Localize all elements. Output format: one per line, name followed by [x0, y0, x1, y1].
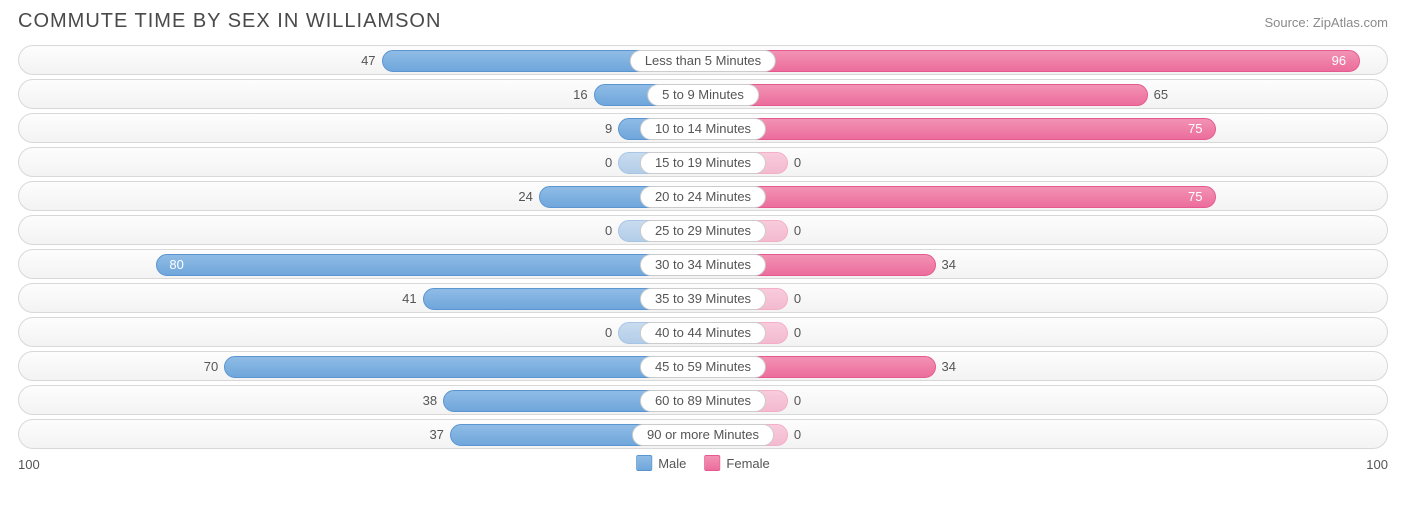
- chart-row: 70 34 45 to 59 Minutes: [18, 351, 1388, 381]
- value-male: 70: [204, 352, 218, 381]
- axis-max-left: 100: [18, 457, 40, 472]
- bar-male: [224, 356, 703, 378]
- value-male: 9: [605, 114, 612, 143]
- category-label: 25 to 29 Minutes: [640, 220, 766, 242]
- chart-title: COMMUTE TIME BY SEX IN WILLIAMSON: [18, 10, 441, 33]
- category-label: 40 to 44 Minutes: [640, 322, 766, 344]
- chart-footer: 100 Male Female 100: [18, 455, 1388, 481]
- value-female: 0: [794, 284, 801, 313]
- value-male: 41: [402, 284, 416, 313]
- value-female: 34: [942, 352, 956, 381]
- bar-female: [703, 84, 1148, 106]
- chart-row: 38 0 60 to 89 Minutes: [18, 385, 1388, 415]
- value-male: 24: [518, 182, 532, 211]
- value-male: 0: [605, 148, 612, 177]
- swatch-male: [636, 455, 652, 471]
- chart-row: 0 0 25 to 29 Minutes: [18, 215, 1388, 245]
- category-label: 15 to 19 Minutes: [640, 152, 766, 174]
- chart-container: COMMUTE TIME BY SEX IN WILLIAMSON Source…: [0, 0, 1406, 522]
- source-attribution: Source: ZipAtlas.com: [1264, 15, 1388, 30]
- bar-male: [156, 254, 703, 276]
- axis-max-right: 100: [1366, 457, 1388, 472]
- chart-row: 24 75 20 to 24 Minutes: [18, 181, 1388, 211]
- value-female: 75: [1188, 114, 1202, 143]
- category-label: 5 to 9 Minutes: [647, 84, 759, 106]
- category-label: 30 to 34 Minutes: [640, 254, 766, 276]
- chart-row: 80 34 30 to 34 Minutes: [18, 249, 1388, 279]
- value-female: 65: [1154, 80, 1168, 109]
- category-label: 60 to 89 Minutes: [640, 390, 766, 412]
- category-label: 90 or more Minutes: [632, 424, 774, 446]
- chart-row: 9 75 10 to 14 Minutes: [18, 113, 1388, 143]
- legend-label-male: Male: [658, 456, 686, 471]
- value-male: 16: [573, 80, 587, 109]
- value-female: 0: [794, 216, 801, 245]
- chart-row: 47 96 Less than 5 Minutes: [18, 45, 1388, 75]
- chart-row: 0 0 40 to 44 Minutes: [18, 317, 1388, 347]
- bar-female: [703, 50, 1360, 72]
- value-female: 0: [794, 386, 801, 415]
- value-female: 0: [794, 318, 801, 347]
- category-label: Less than 5 Minutes: [630, 50, 776, 72]
- swatch-female: [704, 455, 720, 471]
- value-female: 0: [794, 148, 801, 177]
- category-label: 35 to 39 Minutes: [640, 288, 766, 310]
- legend-item-female: Female: [704, 455, 769, 471]
- value-male: 0: [605, 318, 612, 347]
- value-male: 80: [169, 250, 183, 279]
- chart-row: 41 0 35 to 39 Minutes: [18, 283, 1388, 313]
- value-male: 47: [361, 46, 375, 75]
- category-label: 10 to 14 Minutes: [640, 118, 766, 140]
- value-male: 37: [429, 420, 443, 449]
- chart-rows: 47 96 Less than 5 Minutes 16 65 5 to 9 Minute…: [18, 45, 1388, 449]
- chart-row: 0 0 15 to 19 Minutes: [18, 147, 1388, 177]
- category-label: 20 to 24 Minutes: [640, 186, 766, 208]
- value-female: 0: [794, 420, 801, 449]
- legend-item-male: Male: [636, 455, 686, 471]
- value-male: 38: [423, 386, 437, 415]
- bar-female: [703, 186, 1216, 208]
- bar-female: [703, 118, 1216, 140]
- chart-row: 16 65 5 to 9 Minutes: [18, 79, 1388, 109]
- value-female: 96: [1332, 46, 1346, 75]
- value-female: 75: [1188, 182, 1202, 211]
- legend-label-female: Female: [726, 456, 769, 471]
- header: COMMUTE TIME BY SEX IN WILLIAMSON Source…: [18, 10, 1388, 33]
- category-label: 45 to 59 Minutes: [640, 356, 766, 378]
- value-female: 34: [942, 250, 956, 279]
- chart-row: 37 0 90 or more Minutes: [18, 419, 1388, 449]
- value-male: 0: [605, 216, 612, 245]
- legend: Male Female: [636, 455, 770, 471]
